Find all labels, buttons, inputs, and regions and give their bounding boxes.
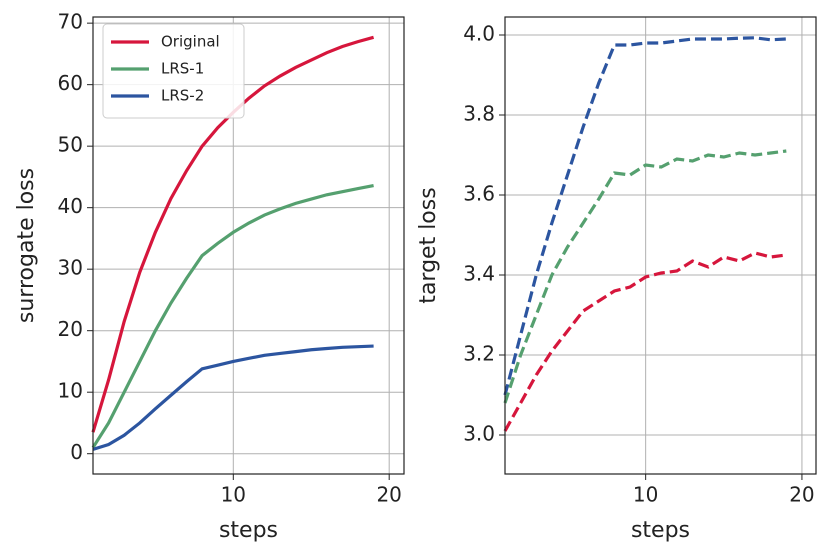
legend-label: LRS-2 — [161, 87, 204, 105]
y-tick-label: 4.0 — [463, 22, 495, 46]
y-tick-label: 3.6 — [463, 182, 495, 206]
legend-label: LRS-1 — [161, 60, 204, 78]
y-tick-label: 0 — [70, 440, 83, 464]
series-line — [92, 344, 374, 451]
plot-frame — [504, 16, 817, 475]
y-tick-label: 40 — [58, 194, 83, 218]
y-tick-label: 70 — [58, 10, 83, 34]
y-tick-label: 3.0 — [463, 422, 495, 446]
y-tick-label: 3.2 — [463, 342, 495, 366]
x-tick-label: 20 — [376, 483, 401, 507]
y-tick-label: 10 — [58, 379, 83, 403]
y-tick-label: 50 — [58, 133, 83, 157]
y-tick-label: 30 — [58, 256, 83, 280]
series-line — [503, 36, 787, 396]
x-tick-label: 20 — [789, 483, 814, 507]
series-line — [503, 149, 787, 404]
y-tick-label: 3.4 — [463, 262, 495, 286]
series-line — [503, 251, 787, 432]
x-tick-label: 10 — [221, 483, 246, 507]
series-line — [91, 183, 374, 449]
y-axis-label: target loss — [416, 187, 441, 303]
x-tick-label: 10 — [633, 483, 658, 507]
x-axis-label: steps — [219, 518, 278, 543]
y-axis-label: surrogate loss — [14, 168, 39, 323]
plot-frame — [92, 16, 405, 475]
y-tick-label: 20 — [58, 317, 83, 341]
legend-label: Original — [161, 33, 220, 51]
y-tick-label: 60 — [58, 71, 83, 95]
y-tick-label: 3.8 — [463, 102, 495, 126]
x-axis-label: steps — [631, 518, 690, 543]
